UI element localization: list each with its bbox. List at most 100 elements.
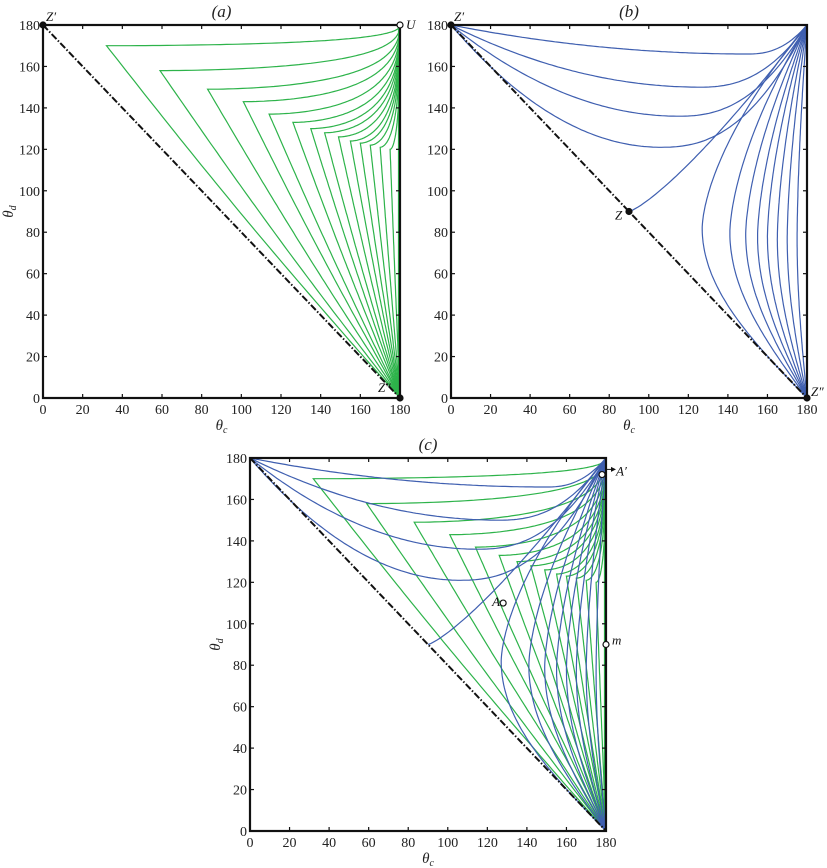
- point-m: [602, 640, 610, 649]
- diagonal-boundary-line: [42, 24, 401, 399]
- point-a: [499, 599, 507, 607]
- blue-trajectory: [556, 457, 607, 832]
- blue-trajectory: [729, 24, 808, 399]
- green-trajectory: [337, 25, 401, 399]
- green-trajectory: [323, 25, 401, 399]
- x-tick-label: 0: [247, 836, 254, 851]
- y-axis-label: θd: [208, 637, 226, 650]
- green-trajectory: [565, 458, 607, 832]
- x-tick-label: 20: [283, 836, 297, 851]
- label-z-prime: Z′: [454, 9, 464, 24]
- blue-trajectory: [585, 457, 607, 832]
- x-tick-label: 60: [362, 836, 376, 851]
- green-trajectory: [359, 25, 401, 399]
- y-tick-label: 100: [427, 185, 448, 200]
- y-tick-label: 40: [434, 309, 448, 324]
- x-tick-label: 160: [757, 403, 778, 418]
- x-tick-label: 120: [271, 403, 292, 418]
- green-trajectory: [309, 25, 401, 399]
- blue-trajectory: [450, 24, 808, 55]
- point-z: [625, 207, 633, 216]
- point-z-double-prime: [803, 394, 811, 402]
- y-tick-label: 60: [233, 701, 247, 716]
- blue-trajectory: [249, 457, 607, 581]
- panel-title: (c): [419, 435, 438, 454]
- y-tick-label: 180: [226, 452, 247, 467]
- panel-b: 0 20 40 60 80 100 120 140 160 180 0 20 40 60 80 100 120 1…: [427, 2, 824, 436]
- y-tick-label: 120: [226, 576, 247, 591]
- y-tick-label: 160: [19, 60, 40, 75]
- y-tick-label: 20: [434, 351, 448, 366]
- label-u: U: [406, 17, 417, 32]
- y-tick-label: 140: [427, 102, 448, 117]
- x-tick-label: 60: [563, 403, 577, 418]
- y-tick-label: 160: [226, 493, 247, 508]
- x-tick-label: 100: [638, 403, 659, 418]
- x-tick-label: 100: [231, 403, 252, 418]
- x-tick-label: 0: [448, 403, 455, 418]
- x-tick-label: 80: [602, 403, 616, 418]
- x-tick-label: 40: [322, 836, 336, 851]
- x-tick-label: 80: [195, 403, 209, 418]
- label-m: m: [612, 633, 621, 648]
- y-tick-label: 180: [19, 19, 40, 34]
- blue-trajectory: [450, 24, 808, 148]
- label-a: A: [491, 594, 500, 609]
- arrowhead-icon: [611, 466, 616, 472]
- x-tick-label: 160: [350, 403, 371, 418]
- green-trajectory: [349, 25, 401, 399]
- green-trajectory: [516, 458, 607, 832]
- y-tick-label: 140: [19, 102, 40, 117]
- x-tick-label: 140: [717, 403, 738, 418]
- green-trajectory: [268, 25, 401, 399]
- y-tick-label: 80: [434, 226, 448, 241]
- label-z: Z: [615, 208, 623, 223]
- blue-trajectory: [249, 457, 607, 521]
- green-trajectory: [312, 458, 607, 832]
- label-z-double-prime: Z″: [378, 380, 391, 395]
- y-tick-label: 100: [19, 185, 40, 200]
- x-tick-label: 60: [155, 403, 169, 418]
- blue-trajectory: [757, 24, 808, 399]
- y-tick-label: 120: [19, 143, 40, 158]
- y-tick-label: 60: [434, 268, 448, 283]
- x-tick-label: 80: [401, 836, 415, 851]
- green-trajectory: [413, 458, 607, 832]
- panel-title: (b): [619, 2, 639, 21]
- blue-trajectory: [544, 457, 607, 832]
- x-axis-label: θc: [623, 418, 635, 436]
- plot-frame: [449, 23, 809, 400]
- green-trajectory: [369, 25, 401, 399]
- y-tick-label: 180: [427, 19, 448, 34]
- point-z-prime: [447, 21, 455, 29]
- y-tick-label: 40: [233, 742, 247, 757]
- x-tick-label: 20: [76, 403, 90, 418]
- point-z-double-prime: [396, 394, 404, 402]
- blue-trajectory: [500, 457, 607, 832]
- x-tick-label: 120: [477, 836, 498, 851]
- green-trajectory: [158, 25, 401, 399]
- blue-trajectory: [701, 24, 808, 399]
- y-axis-label: θd: [1, 204, 19, 217]
- blue-trajectory: [565, 457, 607, 832]
- green-trajectory: [242, 25, 401, 399]
- y-tick-label: 0: [33, 392, 40, 407]
- x-tick-label: 100: [437, 836, 458, 851]
- blue-trajectory: [766, 24, 808, 399]
- x-tick-label: 160: [556, 836, 577, 851]
- panel-a: 0 20 40 60 80 100 120 140 160 180 0 20 40 60 80 100 120 1…: [1, 2, 417, 436]
- x-tick-label: 140: [516, 836, 537, 851]
- green-trajectory: [474, 458, 607, 832]
- label-a-prime: A′: [615, 463, 627, 478]
- y-tick-label: 120: [427, 143, 448, 158]
- y-tick-label: 60: [26, 268, 40, 283]
- green-trajectory: [292, 25, 401, 399]
- blue-trajectory: [796, 24, 808, 399]
- blue-trajectory: [745, 24, 808, 399]
- y-tick-label: 0: [441, 392, 448, 407]
- x-tick-label: 140: [310, 403, 331, 418]
- blue-trajectory: [595, 457, 607, 832]
- blue-trajectory: [786, 24, 808, 399]
- y-tick-label: 140: [226, 535, 247, 550]
